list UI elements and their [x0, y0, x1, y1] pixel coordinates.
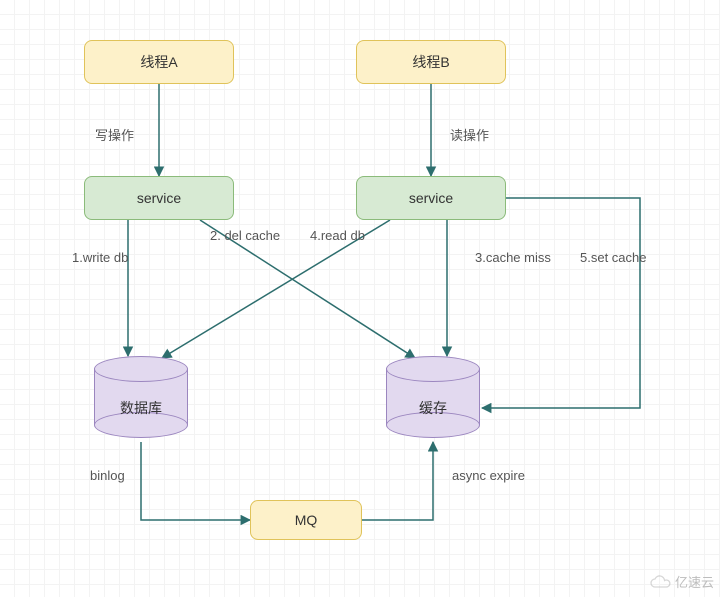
- node-database: 数据库: [94, 356, 188, 438]
- node-thread-a: 线程A: [84, 40, 234, 84]
- edge-label-set-cache: 5.set cache: [580, 250, 647, 265]
- node-service-a: service: [84, 176, 234, 220]
- diagram-canvas: 线程A 线程B service service 数据库 缓存 MQ 写操作 读操…: [0, 0, 720, 597]
- edge-label-async: async expire: [452, 468, 525, 483]
- node-label: service: [137, 190, 181, 206]
- edge-label-read: 读操作: [450, 125, 489, 144]
- edge-label-write-db: 1.write db: [72, 250, 128, 265]
- edge-label-write: 写操作: [95, 125, 134, 144]
- edge-label-read-db: 4.read db: [310, 228, 365, 243]
- node-label: MQ: [295, 512, 318, 528]
- node-label: service: [409, 190, 453, 206]
- edge-label-binlog: binlog: [90, 468, 125, 483]
- node-label: 线程A: [140, 52, 177, 72]
- edge-label-del-cache: 2. del cache: [210, 228, 280, 243]
- edge-binlog: [141, 442, 250, 520]
- node-service-b: service: [356, 176, 506, 220]
- watermark-text: 亿速云: [675, 572, 714, 591]
- edge-async-expire: [362, 442, 433, 520]
- edge-set-cache: [482, 198, 640, 408]
- edge-label-cache-miss: 3.cache miss: [475, 250, 551, 265]
- node-label: 数据库: [94, 398, 188, 418]
- node-label: 缓存: [386, 398, 480, 418]
- node-mq: MQ: [250, 500, 362, 540]
- cloud-icon: [649, 575, 671, 589]
- node-thread-b: 线程B: [356, 40, 506, 84]
- watermark: 亿速云: [649, 572, 714, 591]
- node-cache: 缓存: [386, 356, 480, 438]
- node-label: 线程B: [412, 52, 449, 72]
